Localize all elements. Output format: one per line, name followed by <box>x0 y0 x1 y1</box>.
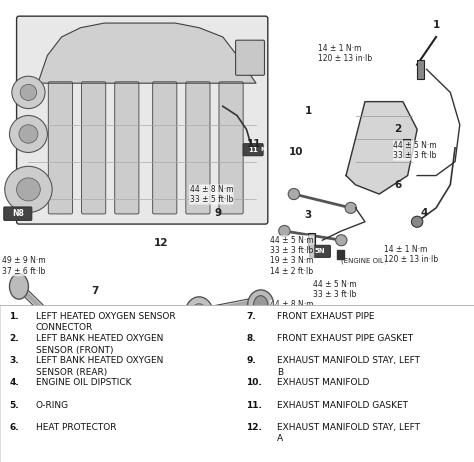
Text: O-RING: O-RING <box>36 401 69 409</box>
FancyBboxPatch shape <box>236 40 264 75</box>
Circle shape <box>12 76 45 109</box>
Text: FRONT EXHAUST PIPE: FRONT EXHAUST PIPE <box>277 312 375 321</box>
Text: 10.: 10. <box>246 378 262 387</box>
Text: 10: 10 <box>289 147 303 158</box>
Ellipse shape <box>254 296 268 314</box>
Polygon shape <box>346 102 417 194</box>
Circle shape <box>279 225 290 237</box>
Text: 9: 9 <box>214 207 222 218</box>
FancyBboxPatch shape <box>17 16 268 224</box>
Circle shape <box>19 125 38 143</box>
Text: FRONT EXHAUST PIPE GASKET: FRONT EXHAUST PIPE GASKET <box>277 334 413 343</box>
Text: 11: 11 <box>246 139 261 149</box>
Text: 49 ± 9 N·m
37 ± 6 ft·lb: 49 ± 9 N·m 37 ± 6 ft·lb <box>116 344 160 364</box>
Text: 9.: 9. <box>246 356 256 365</box>
Text: 11: 11 <box>248 147 258 152</box>
Text: 44 ± 5 N·m
33 ± 3 ft·lb
19 ± 3 N·m
14 ± 2 ft·lb: 44 ± 5 N·m 33 ± 3 ft·lb 19 ± 3 N·m 14 ± … <box>270 236 314 276</box>
Text: 2: 2 <box>394 124 402 134</box>
Text: EXHAUST MANIFOLD GASKET: EXHAUST MANIFOLD GASKET <box>277 401 408 409</box>
FancyBboxPatch shape <box>243 144 263 156</box>
Ellipse shape <box>248 290 274 320</box>
Text: 14 ± 1 N·m
120 ± 13 in·lb: 14 ± 1 N·m 120 ± 13 in·lb <box>384 245 438 264</box>
Circle shape <box>336 235 347 246</box>
FancyBboxPatch shape <box>115 82 139 214</box>
Text: 44 ± 8 N·m
33 ± 5 ft·lb: 44 ± 8 N·m 33 ± 5 ft·lb <box>190 185 233 204</box>
FancyBboxPatch shape <box>310 245 330 257</box>
Text: EXHAUST MANIFOLD: EXHAUST MANIFOLD <box>277 378 370 387</box>
Bar <box>308 233 315 249</box>
Text: 8.: 8. <box>246 334 256 343</box>
Text: 12: 12 <box>154 237 168 248</box>
Bar <box>337 250 344 259</box>
Text: 8N: 8N <box>177 350 188 356</box>
Text: 5.: 5. <box>9 401 19 409</box>
Text: 4: 4 <box>420 207 428 218</box>
FancyBboxPatch shape <box>153 82 177 214</box>
Text: 44 ± 5 N·m
33 ± 3 ft·lb: 44 ± 5 N·m 33 ± 3 ft·lb <box>393 141 437 160</box>
Circle shape <box>9 116 47 152</box>
Text: 14 ± 1 N·m
120 ± 13 in·lb: 14 ± 1 N·m 120 ± 13 in·lb <box>318 44 372 63</box>
FancyBboxPatch shape <box>48 82 73 214</box>
Text: 44 ± 8 N·m
33 ± 5 ft·lb: 44 ± 8 N·m 33 ± 5 ft·lb <box>270 300 314 320</box>
Text: 7.: 7. <box>246 312 256 321</box>
Polygon shape <box>38 23 256 83</box>
FancyBboxPatch shape <box>4 207 32 220</box>
Text: ENGINE OIL DIPSTICK: ENGINE OIL DIPSTICK <box>36 378 131 387</box>
Ellipse shape <box>9 274 28 299</box>
FancyBboxPatch shape <box>172 347 193 359</box>
Text: A: A <box>277 434 283 443</box>
Bar <box>0 305 474 462</box>
Text: 4.: 4. <box>9 378 19 387</box>
Ellipse shape <box>185 297 213 332</box>
Text: SENSOR (FRONT): SENSOR (FRONT) <box>36 346 113 354</box>
Bar <box>403 139 410 157</box>
Text: 1: 1 <box>432 20 440 30</box>
Text: N: N <box>260 147 265 152</box>
Text: LEFT HEATED OXYGEN SENSOR: LEFT HEATED OXYGEN SENSOR <box>36 312 175 321</box>
Text: 6.: 6. <box>9 423 19 432</box>
Circle shape <box>288 188 300 200</box>
Text: 2.: 2. <box>9 334 19 343</box>
Text: 6: 6 <box>394 180 402 190</box>
Text: 5N: 5N <box>315 249 325 254</box>
Text: 1.: 1. <box>9 312 19 321</box>
Circle shape <box>5 166 52 213</box>
Text: LEFT BANK HEATED OXYGEN: LEFT BANK HEATED OXYGEN <box>36 334 163 343</box>
Text: 1: 1 <box>304 106 312 116</box>
Circle shape <box>17 178 40 201</box>
Text: 7: 7 <box>91 286 99 296</box>
Text: (ENGINE OIL): (ENGINE OIL) <box>341 258 387 264</box>
FancyBboxPatch shape <box>186 82 210 214</box>
Circle shape <box>411 216 423 227</box>
Text: EXHAUST MANIFOLD STAY, LEFT: EXHAUST MANIFOLD STAY, LEFT <box>277 356 420 365</box>
Text: 3: 3 <box>304 210 312 220</box>
Bar <box>417 60 424 79</box>
Text: EXHAUST MANIFOLD STAY, LEFT: EXHAUST MANIFOLD STAY, LEFT <box>277 423 420 432</box>
Text: 3.: 3. <box>9 356 19 365</box>
Text: 12.: 12. <box>246 423 262 432</box>
FancyBboxPatch shape <box>82 82 106 214</box>
Text: 11.: 11. <box>246 401 262 409</box>
Text: 49 ± 9 N·m
37 ± 6 ft·lb: 49 ± 9 N·m 37 ± 6 ft·lb <box>2 256 46 276</box>
Circle shape <box>345 202 356 213</box>
Circle shape <box>20 84 37 100</box>
Text: 44 ± 5 N·m
33 ± 3 ft·lb: 44 ± 5 N·m 33 ± 3 ft·lb <box>313 280 356 299</box>
FancyBboxPatch shape <box>219 82 243 214</box>
Text: SENSOR (REAR): SENSOR (REAR) <box>36 368 107 377</box>
Text: N8: N8 <box>12 209 24 219</box>
Text: LEFT BANK HEATED OXYGEN: LEFT BANK HEATED OXYGEN <box>36 356 163 365</box>
Text: CONNECTOR: CONNECTOR <box>36 323 93 332</box>
Ellipse shape <box>191 304 207 324</box>
Text: HEAT PROTECTOR: HEAT PROTECTOR <box>36 423 116 432</box>
Text: B: B <box>277 368 283 377</box>
